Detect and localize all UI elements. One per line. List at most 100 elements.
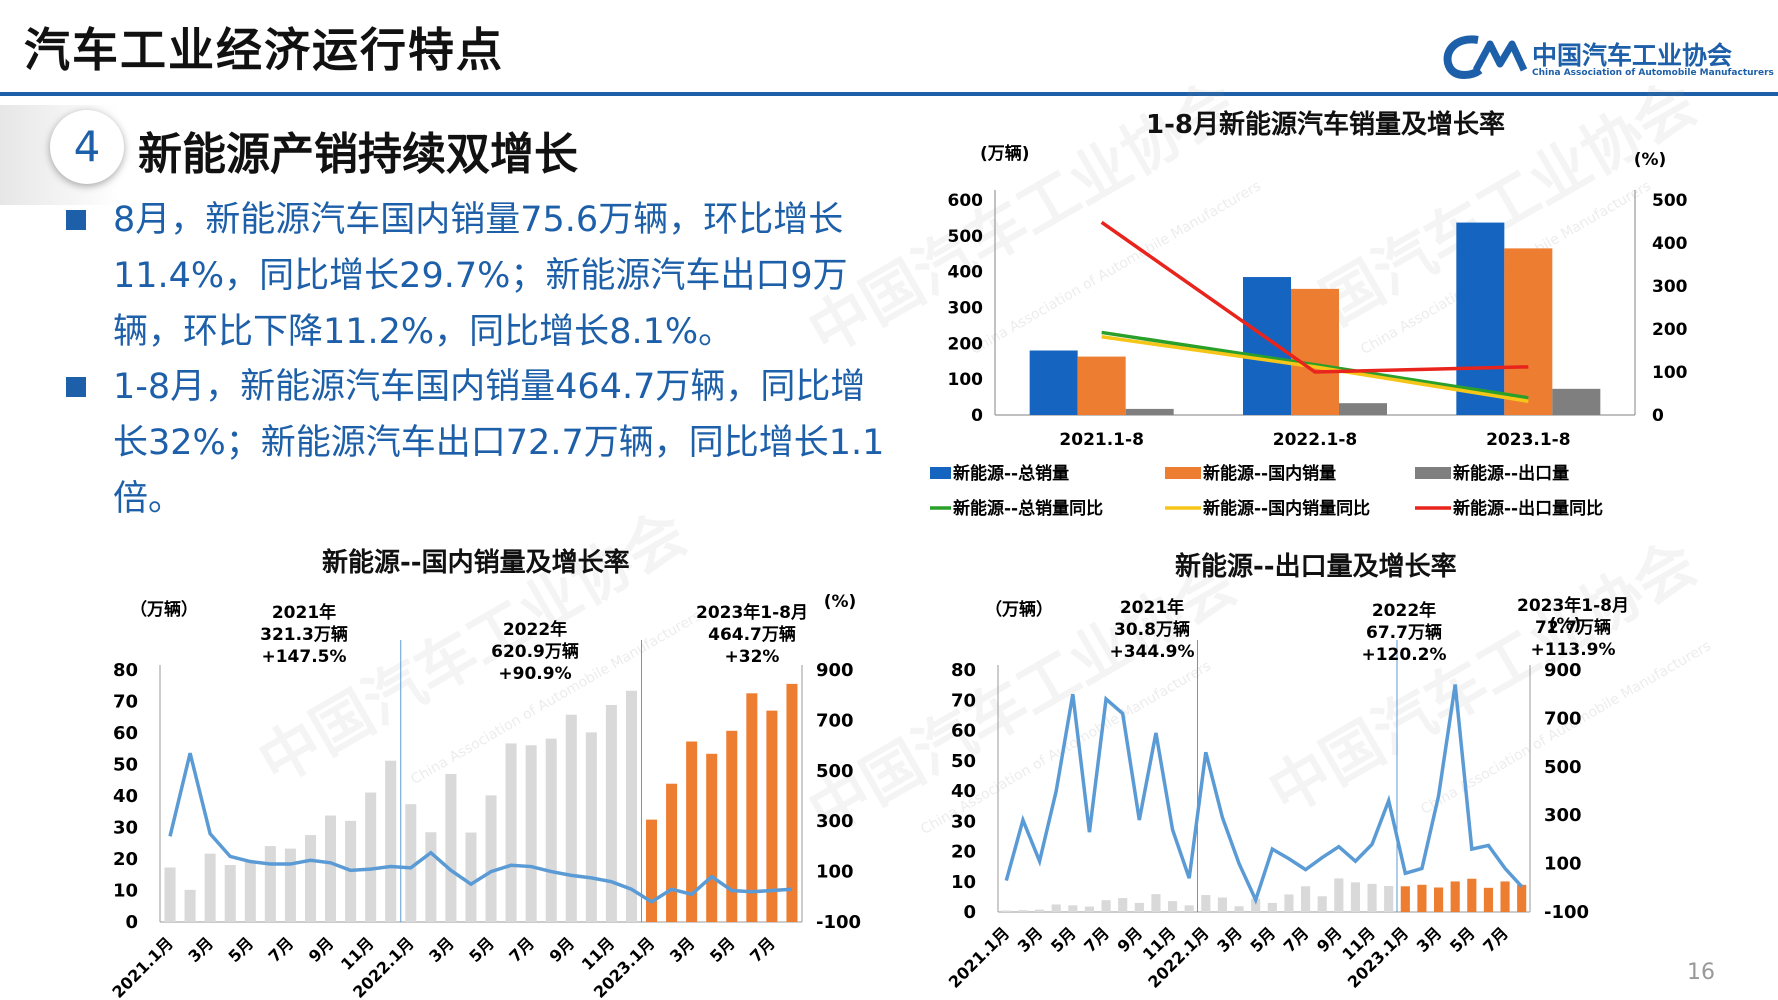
y-tick-label: 40 [951,781,976,802]
y-tick-label: 30 [113,818,138,839]
legend-label: 新能源--出口量 [1453,463,1569,484]
bar [766,710,778,922]
y-tick-label: 0 [963,902,976,923]
y-axis-label: （万辆） [130,599,198,620]
bar [284,848,296,922]
x-tick-label: 2021.1月 [945,923,1013,991]
annotation-text: +32% [725,647,780,667]
y-tick-label: 300 [948,299,984,319]
y2-tick-label: 500 [1544,757,1582,778]
y2-tick-label: 300 [1652,277,1688,297]
y-tick-label: 0 [125,912,138,933]
series-line [1100,220,1529,374]
annotation-text: +120.2% [1361,645,1446,665]
growth-line [1004,684,1523,905]
bar [1367,883,1377,912]
y-tick-label: 80 [951,660,976,681]
y-tick-label: 70 [951,690,976,711]
annotation-text: 2022年 [1372,600,1436,621]
y2-tick-label: 0 [1652,406,1664,426]
x-tick-label: 3月 [184,933,217,966]
bar [164,867,176,922]
bar [184,889,196,922]
x-tick-label: 2021.1月 [110,933,177,1000]
x-tick-label: 5月 [706,933,739,966]
bar [264,846,276,922]
y2-tick-label: 700 [816,710,854,731]
bar [1384,885,1394,912]
x-tick-label: 7月 [265,933,298,966]
bar [1018,910,1028,912]
section-title: 新能源产销持续双增长 [138,129,578,180]
y-tick-label: 60 [113,723,138,744]
x-tick-label: 2021.1-8 [1059,430,1144,450]
bar [1350,882,1361,912]
section-number: 4 [50,110,124,184]
y-tick-label: 200 [948,334,984,354]
y-tick-label: 50 [951,751,976,772]
y2-tick-label: 700 [1544,708,1582,729]
legend-label: 新能源--出口量同比 [1453,498,1603,519]
y-axis-label: (万辆) [980,143,1030,164]
legend-swatch [930,467,951,479]
x-tick-label: 5月 [1446,923,1479,956]
annotation-text: +113.9% [1530,640,1615,660]
y-tick-label: 80 [113,660,138,681]
x-tick-label: 7月 [746,933,779,966]
annotation-text: 464.7万辆 [708,624,796,645]
bar [1517,884,1527,912]
bar [1504,248,1553,415]
bar [244,861,256,922]
bar [1234,906,1244,912]
bullet-square-icon [66,210,86,230]
bar [585,732,597,922]
x-tick-label: 3月 [1014,923,1047,956]
annotation-text: 2021年 [272,602,336,623]
chart-export: （万辆） (%) 0 10 20 30 40 50 60 70 80 -100 100 300 500 700… [945,595,1629,992]
y2-axis-label: (%) [824,592,857,612]
logo-en: China Association of Automobile Manufact… [1532,68,1774,78]
bar [746,693,758,922]
bar [1029,350,1078,415]
header-rule [0,92,1778,96]
bar [1317,896,1327,912]
bar [1051,904,1061,912]
chart-title-export: 新能源--出口量及增长率 [1175,552,1457,582]
annotation-text: 72.7万辆 [1535,617,1611,638]
bar [1284,894,1294,912]
y2-tick-label: -100 [816,912,861,933]
y2-tick-label: 100 [1544,854,1582,875]
x-tick-label: 5月 [224,933,257,966]
bar [1267,902,1277,912]
annotation-text: 620.9万辆 [491,641,579,662]
chart-domestic: （万辆） (%) 0 10 20 30 40 50 60 70 80 -100 100 300 500 700… [110,592,861,1000]
bar [385,760,397,922]
bar [1400,886,1410,912]
bar [1034,909,1045,912]
bar [425,832,437,922]
y2-axis-label: (%) [1634,150,1667,170]
bar [686,741,698,922]
x-tick-label: 5月 [465,933,498,966]
y2-tick-label: 900 [1544,660,1582,681]
chart-summary: (万辆) (%) 0 100 200 300 400 500 600 0 100 200 300 400 5… [930,143,1688,519]
bar [224,864,236,922]
annotation-text: 2023年1-8月 [1517,595,1629,616]
x-tick-label: 3月 [1413,923,1446,956]
x-tick-label: 7月 [505,933,538,966]
x-tick-label: 3月 [1213,923,1246,956]
y-tick-label: 0 [971,406,983,426]
bar [405,804,417,922]
annotation-text: 321.3万辆 [260,624,348,645]
annotation-text: 30.8万辆 [1114,619,1190,640]
chart-title-summary: 1-8月新能源汽车销量及增长率 [1146,110,1505,140]
legend-label: 新能源--国内销量 [1203,463,1336,484]
y2-tick-label: 200 [1652,320,1688,340]
x-tick-label: 2022.1-8 [1273,430,1358,450]
annotation-text: +147.5% [261,647,346,667]
x-tick-label: 7月 [1280,923,1313,956]
bar [204,853,216,922]
y-tick-label: 600 [948,191,984,211]
bar [1334,878,1344,912]
y2-tick-label: 400 [1652,234,1688,254]
